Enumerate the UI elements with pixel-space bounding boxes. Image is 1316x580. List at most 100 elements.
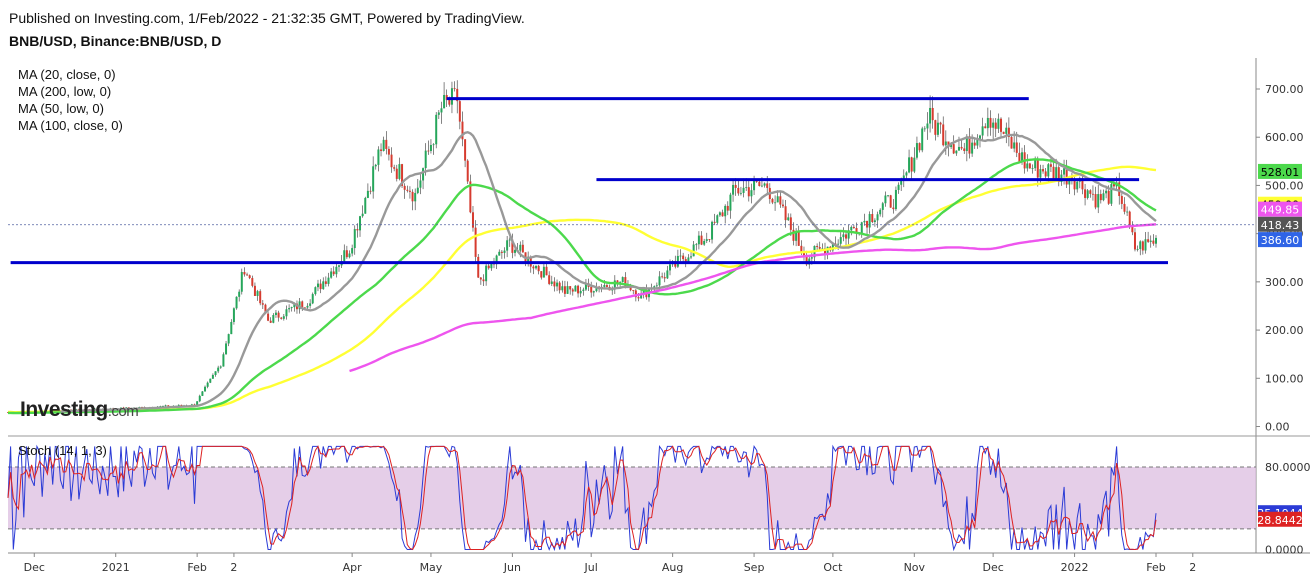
candle-body: [955, 150, 958, 154]
candle-body: [251, 278, 254, 286]
candle-body: [936, 122, 939, 135]
candle-body: [655, 285, 658, 287]
candle-body: [574, 285, 577, 292]
candle-body: [324, 281, 327, 284]
price-tick-label: 0.00: [1265, 421, 1290, 434]
candle-body: [443, 94, 446, 109]
candle-body: [471, 212, 474, 228]
candle-body: [1155, 237, 1157, 244]
candle-body: [826, 246, 829, 255]
candle-body: [1044, 171, 1047, 177]
legend-ma50[interactable]: MA (50, low, 0): [18, 101, 104, 116]
price-tick-label: 600.00: [1265, 131, 1304, 144]
candle-body: [1118, 182, 1121, 197]
candle-body: [1126, 211, 1129, 213]
candle-body: [760, 185, 763, 187]
candle-body: [753, 180, 756, 191]
candle-body: [235, 296, 238, 309]
stoch-tick-label: 80.0000: [1265, 461, 1311, 474]
candle-body: [403, 185, 406, 190]
time-tick-label: May: [420, 561, 443, 574]
candle-body: [947, 141, 950, 148]
ma200-line[interactable]: [349, 223, 1157, 373]
candle-body: [1005, 127, 1008, 134]
candle-body: [1107, 190, 1110, 204]
candle-body: [716, 215, 719, 223]
candle-body: [274, 312, 277, 315]
symbol-title: BNB/USD, Binance:BNB/USD, D: [9, 33, 222, 49]
candle-body: [477, 256, 480, 278]
price-tag: [1258, 201, 1302, 217]
price-tag-label: 418.43: [1261, 219, 1300, 232]
candle-body: [989, 117, 992, 128]
time-tick-label: Nov: [904, 561, 926, 574]
candle-body: [401, 164, 404, 186]
candle-body: [561, 286, 564, 291]
candle-body: [335, 266, 338, 275]
candle-body: [414, 192, 417, 202]
candle-body: [897, 184, 900, 190]
time-tick-label: Oct: [823, 561, 843, 574]
candle-body: [450, 88, 453, 105]
legend-ma20[interactable]: MA (20, close, 0): [18, 67, 116, 82]
candle-body: [338, 265, 341, 267]
candle-body: [640, 293, 643, 299]
candle-body: [784, 206, 787, 221]
candle-body: [963, 148, 966, 151]
candle-body: [624, 277, 627, 288]
price-tag: [1258, 232, 1302, 248]
legend-ma200[interactable]: MA (200, low, 0): [18, 84, 112, 99]
stoch-label[interactable]: Stoch (14, 1, 3): [18, 443, 107, 458]
candle-body: [314, 287, 317, 295]
candle-body: [301, 301, 304, 308]
candle-body: [781, 204, 784, 207]
candle-body: [986, 117, 989, 129]
candle-body: [506, 240, 509, 251]
candle-body: [311, 294, 314, 304]
candle-body: [1139, 241, 1142, 249]
ma20-line[interactable]: [60, 130, 1157, 413]
candle-body: [1057, 167, 1060, 183]
stoch-d-line[interactable]: [7, 445, 1157, 551]
candle-body: [884, 195, 887, 204]
time-tick-label: Feb: [187, 561, 206, 574]
ma50-line[interactable]: [8, 158, 1157, 415]
candle-body: [498, 251, 501, 256]
candle-body: [364, 197, 367, 214]
candle-body: [1128, 211, 1131, 226]
candle-body: [942, 124, 945, 146]
candle-body: [159, 406, 162, 407]
candle-body: [800, 245, 803, 253]
ma100-line[interactable]: [8, 165, 1157, 414]
price-tick-label: 700.00: [1265, 83, 1304, 96]
candle-body: [327, 277, 330, 284]
candle-body: [634, 290, 637, 298]
candle-body: [432, 144, 435, 146]
candle-body: [495, 255, 498, 265]
legend-ma100[interactable]: MA (100, close, 0): [18, 118, 123, 133]
time-tick-label: Feb: [1146, 561, 1165, 574]
candle-body: [198, 395, 201, 402]
candle-body: [461, 121, 464, 140]
candle-body: [309, 303, 312, 306]
candle-body: [1052, 166, 1055, 179]
candle-body: [910, 157, 913, 172]
candle-body: [915, 143, 918, 158]
candle-body: [1063, 168, 1066, 175]
candle-body: [521, 244, 524, 253]
candle-body: [385, 139, 388, 149]
candle-body: [246, 274, 249, 276]
time-tick-label: Jul: [584, 561, 598, 574]
candle-body: [563, 286, 566, 294]
candle-body: [448, 99, 451, 105]
candle-body: [721, 212, 724, 217]
candle-body: [1034, 159, 1037, 169]
candle-body: [687, 257, 690, 262]
price-tag-label: 386.60: [1261, 234, 1300, 247]
candle-body: [724, 205, 727, 217]
candle-body: [766, 183, 769, 188]
candle-body: [1065, 168, 1068, 185]
candle-body: [682, 255, 685, 260]
candle-body: [894, 189, 897, 210]
